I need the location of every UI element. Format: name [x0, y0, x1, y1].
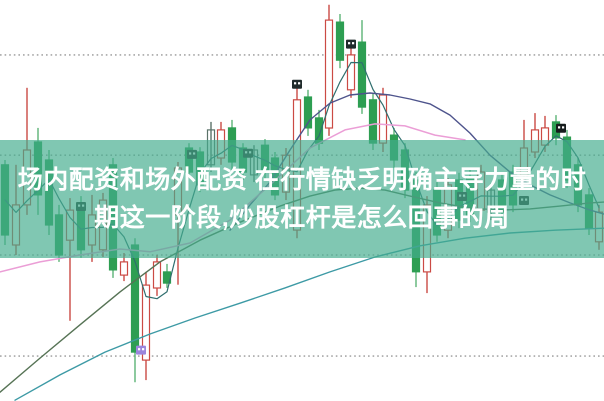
- candle-body: [346, 54, 356, 91]
- headline-line-2: 期这一阶段,炒股杠杆是怎么回事的周: [94, 203, 510, 232]
- headline-overlay: 场内配资和场外配资 在行情缺乏明确主导力量的时 期这一阶段,炒股杠杆是怎么回事的…: [0, 140, 604, 258]
- trade-marker-dot: [138, 348, 141, 351]
- candle-body: [357, 41, 367, 108]
- trade-marker-dot: [294, 82, 297, 85]
- trade-marker-dot: [142, 348, 145, 351]
- candle-body: [152, 261, 162, 289]
- candle-body: [324, 19, 334, 129]
- trade-marker-dot: [352, 42, 355, 45]
- trade-marker-dot: [298, 82, 301, 85]
- trade-marker: [136, 345, 146, 355]
- candle-body: [141, 284, 151, 361]
- trade-marker-dot: [348, 42, 351, 45]
- trade-marker: [346, 39, 356, 49]
- candle-body: [119, 261, 129, 276]
- candle-body: [335, 21, 345, 61]
- headline-line-1: 场内配资和场外配资 在行情缺乏明确主导力量的时: [17, 165, 587, 194]
- candle-body: [368, 99, 378, 144]
- candle-body: [303, 96, 313, 129]
- trade-marker-dot: [562, 126, 565, 129]
- trade-marker: [292, 79, 302, 89]
- trade-marker: [556, 123, 566, 133]
- trade-marker-dot: [558, 126, 561, 129]
